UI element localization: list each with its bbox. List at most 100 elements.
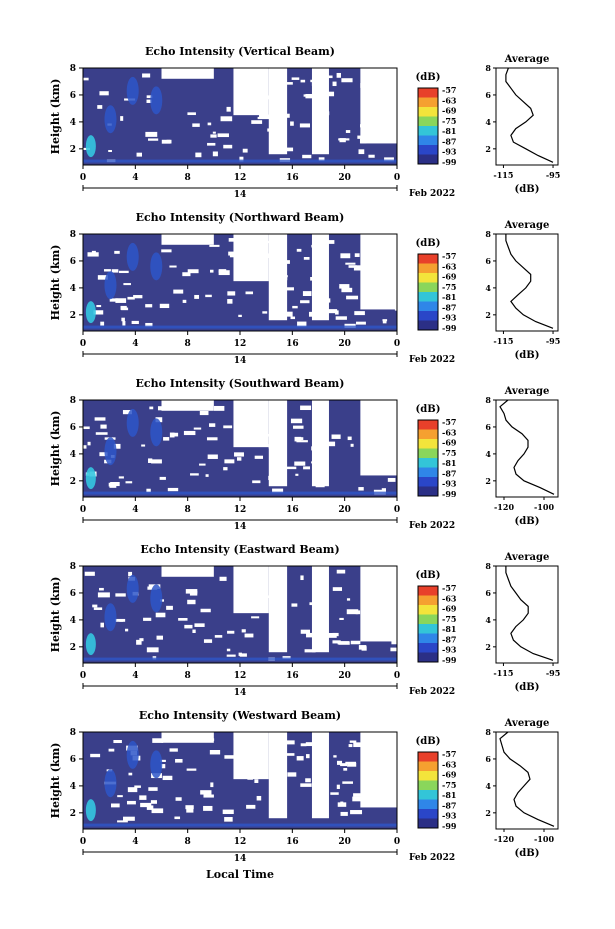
no-data-cell [224,459,235,464]
no-data-cell [296,756,304,761]
colorbar-tick-label: -87 [442,468,456,478]
colorbar-segment [418,486,438,497]
no-data-cell [317,759,323,763]
no-data-cell [303,256,310,260]
no-data-cell [127,296,135,300]
colorbar-tick-label: -81 [442,624,456,634]
no-data-cell [293,425,304,429]
no-data-cell [310,79,314,83]
no-data-cell [379,791,383,795]
no-data-cell [348,265,357,268]
no-data-cell [323,122,329,127]
no-data-cell [145,304,153,308]
colorbar-tick-label: -81 [442,458,456,468]
echo-band [104,769,117,798]
no-data-cell [244,438,254,443]
no-data-cell [117,820,128,823]
average-profile-line [505,234,554,329]
x-tick-label: 4 [132,837,138,847]
colorbar-tick-label: -63 [442,759,457,769]
beam-panel: Echo Intensity (Northward Beam) 2 4 6 8 Heigh… [49,211,560,366]
heatmap [82,565,405,664]
x-tick-label: 0 [394,339,400,349]
x-tick-label: 16 [286,339,299,349]
heatmap [82,67,405,166]
colorbar-segment [418,790,438,800]
no-data-cell [108,748,115,752]
no-data-cell [379,426,388,430]
no-data-cell [370,88,380,93]
no-data-cell [320,111,330,116]
colorbar-frame [417,419,439,497]
no-data-cell [87,252,99,257]
echo-band [104,105,117,134]
no-data-cell [96,304,102,308]
no-data-cell [173,289,184,294]
y-tick-label: 4 [70,450,76,460]
no-data-cell [290,121,294,126]
no-data-cell [100,622,104,628]
no-data-cell [103,269,111,272]
no-data-cell [146,647,159,653]
y-tick-label: 6 [70,91,76,101]
colorbar-tick-label: -69 [442,272,457,282]
colorbar-segment [418,771,438,781]
no-data-cell [342,781,353,784]
avg-x-tick-label: -100 [534,834,554,844]
no-data-cell [318,148,325,153]
no-data-cell [292,305,298,309]
no-data-cell [367,458,374,461]
colorbar-segment [418,605,438,615]
colorbar-tick-label: -87 [442,302,456,312]
colorbar-tick-label: -93 [442,313,457,323]
day-label: 14 [234,522,247,532]
beam-panel: Echo Intensity (Westward Beam) 2 4 6 8 Height… [49,709,559,864]
surface-band [83,823,397,827]
no-data-cell [321,441,325,446]
no-data-cell [380,97,386,100]
no-data-cell [294,436,302,442]
no-data-cell [281,82,293,85]
colorbar-tick-label: -57 [442,85,456,95]
no-data-cell [326,632,337,638]
no-data-cell [274,748,284,753]
no-data-cell [305,742,314,747]
no-data-region [311,732,329,819]
x-tick-label: 0 [80,505,86,515]
colorbar-segment [418,263,438,274]
avg-x-tick-label: -95 [546,668,560,678]
no-data-cell [113,739,122,744]
no-data-cell [362,578,369,582]
local-time-label: Local Time [206,868,274,881]
no-data-cell [357,135,367,139]
no-data-cell [205,294,212,298]
no-data-cell [282,656,291,659]
no-data-cell [209,423,216,427]
avg-y-tick-label: 4 [485,117,491,127]
colorbar-tick-label: -93 [442,147,457,157]
no-data-cell [387,619,395,622]
colorbar-tick-label: -63 [442,95,457,105]
avg-x-label: (dB) [515,184,540,195]
no-data-cell [310,277,316,281]
y-tick-label: 4 [70,118,76,128]
y-tick-label: 8 [70,64,76,74]
no-data-cell [91,250,96,254]
colorbar-frame [417,585,439,663]
x-tick-label: 4 [132,173,138,183]
x-tick-label: 16 [286,505,299,515]
no-data-cell [311,80,323,86]
colorbar-tick-label: -75 [442,282,456,292]
colorbar-tick-label: -99 [442,489,457,499]
no-data-cell [128,571,133,577]
colorbar-segment [418,135,438,146]
average-title: Average [504,552,550,563]
no-data-cell [150,800,157,804]
no-data-cell [136,639,142,645]
colorbar-segment [418,420,438,430]
no-data-cell [313,279,323,284]
no-data-cell [95,432,108,435]
no-data-cell [207,738,215,741]
avg-y-tick-label: 4 [485,781,491,791]
no-data-cell [242,148,248,153]
